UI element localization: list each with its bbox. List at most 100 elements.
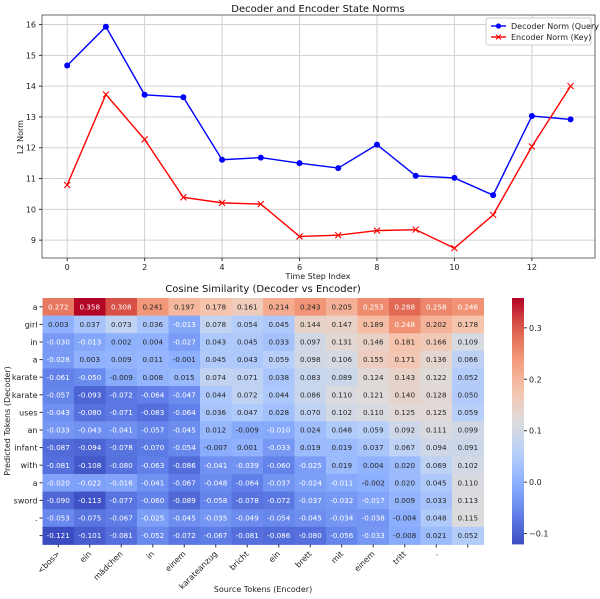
data-point [63,181,71,189]
cell-value: -0.072 [173,531,196,540]
cell-value: 0.033 [426,496,447,505]
heatmap-cell [294,315,327,334]
heatmap-cell [42,386,75,405]
cell-value: 0.122 [426,373,447,382]
heatmap-cell [42,456,75,475]
cell-value: -0.009 [236,426,260,435]
heatmap-cell [231,526,264,545]
heatmap-cell [452,421,484,440]
cell-value: 0.019 [331,443,352,452]
heatmap-cell [105,474,138,493]
cell-value: 0.202 [426,320,447,329]
heatmap-cell [326,350,358,369]
cell-value: -0.024 [299,478,323,487]
heatmap-cell [105,315,138,334]
cell-value: -0.054 [173,443,197,452]
heatmap-cell [389,350,421,369]
heatmap-cell [294,298,327,317]
heatmap-cell [137,456,169,475]
cell-value: 0.036 [205,408,226,417]
cell-value: 0.094 [426,443,447,452]
heatmap-cell [74,333,106,352]
heatmap-cell [263,421,295,440]
heatmap-cell [137,368,169,387]
cell-value: -0.002 [362,478,385,487]
cell-value: -0.067 [204,531,227,540]
legend-marker [495,34,502,40]
heatmap-cell [105,456,138,475]
data-point [412,226,420,234]
cell-value: -0.081 [47,461,70,470]
heatmap-cell [168,421,201,440]
cell-value: -0.056 [330,531,354,540]
cell-value: 0.015 [174,373,195,382]
cell-value: 0.045 [268,320,289,329]
cell-value: -0.009 [110,373,134,382]
heatmap-cell [452,456,484,475]
heatmap-cell [42,474,75,493]
heatmap-cell [263,386,295,405]
series-line-encoder [66,85,572,249]
heatmap-cell [452,315,484,334]
heatmap-cell [326,403,358,422]
heatmap-cell [420,421,453,440]
heatmap-cell [200,350,232,369]
cell-value: 0.121 [363,390,384,399]
cell-value: 0.128 [426,390,447,399]
cell-value: -0.080 [299,531,323,540]
heatmap-cell [294,386,327,405]
cell-value: 0.205 [331,302,352,311]
cell-value: -0.020 [47,478,71,487]
heatmap-cell [74,438,106,457]
heatmap-xlabel: Source Tokens (Encoder) [214,585,312,594]
cell-value: -0.094 [78,443,102,452]
cell-value: -0.037 [299,496,322,505]
heatmap-cell [168,526,201,545]
cell-value: 0.054 [237,320,258,329]
cell-value: -0.057 [47,390,70,399]
cell-value: 0.045 [237,338,258,347]
cell-value: 0.110 [457,478,478,487]
row-label: uses [19,408,37,417]
cell-value: 0.358 [79,302,100,311]
heatmap-cell [200,509,232,528]
cell-value: -0.064 [173,408,197,417]
cell-value: 0.043 [205,338,226,347]
cell-value: -0.052 [141,531,164,540]
cell-value: 0.003 [79,355,100,364]
cell-value: 0.111 [426,426,447,435]
cell-value: 0.146 [363,338,384,347]
cell-value: 0.106 [331,355,352,364]
cell-value: 0.002 [111,338,132,347]
heatmap-cell [137,403,169,422]
row-label: . [35,514,38,523]
heatmap-cell [420,386,453,405]
data-point [102,23,109,30]
cell-value: 0.011 [142,355,163,364]
cell-value: 0.140 [394,390,415,399]
heatmap-cell [168,315,201,334]
heatmap-cell [389,474,421,493]
cell-value: 0.102 [457,461,478,470]
cell-value: 0.059 [268,355,289,364]
heatmap-cell [263,509,295,528]
heatmap-cell [263,403,295,422]
heatmap: Cosine Similarity (Decoder vs Encoder) S… [3,284,548,594]
cell-value: -0.010 [267,426,291,435]
colorbar [512,298,524,545]
heatmap-cell [200,315,232,334]
heatmap-cell [389,421,421,440]
cell-value: -0.016 [110,478,134,487]
cell-value: -0.060 [141,496,165,505]
cell-value: 0.181 [394,338,415,347]
heatmap-cell [231,509,264,528]
heatmap-cell [231,298,264,317]
cell-value: -0.075 [78,514,101,523]
y-tick-label: 16 [26,21,36,30]
cell-value: 0.125 [394,408,415,417]
cell-value: 0.048 [331,426,352,435]
heatmap-cell [137,438,169,457]
row-label: a [33,356,38,365]
heatmap-cell [294,509,327,528]
heatmap-cell [168,333,201,352]
